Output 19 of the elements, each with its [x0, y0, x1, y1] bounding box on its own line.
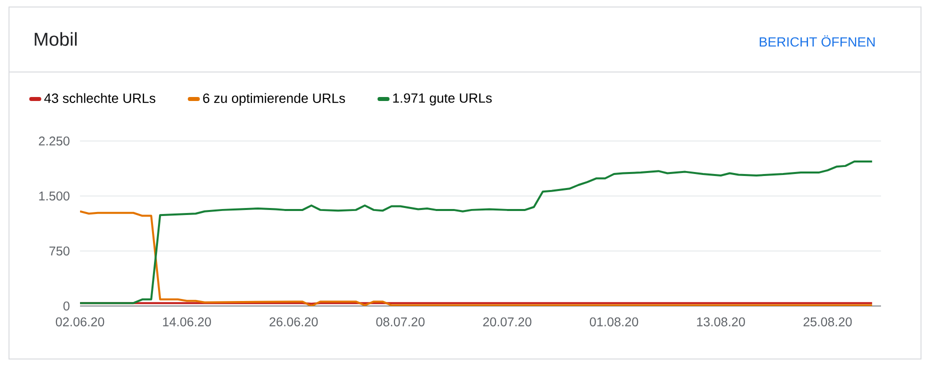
x-tick-label: 02.06.20 — [56, 317, 104, 326]
x-tick-label: 01.08.20 — [590, 317, 638, 326]
y-tick-label: 1.500 — [39, 192, 70, 200]
text: BERICHT ÖFFNEN — [760, 35, 875, 47]
legend-label: 43 schlechte URLs — [44, 93, 156, 103]
y-tick-label: 750 — [49, 246, 70, 256]
legend-label: 1.971 gute URLs — [393, 93, 492, 106]
x-tick-label: 20.07.20 — [483, 317, 532, 326]
line-series — [80, 210, 874, 306]
line-series — [80, 160, 874, 304]
x-tick-label: 14.06.20 — [163, 317, 211, 326]
x-tick-label: 13.08.20 — [697, 317, 745, 326]
y-tick-label: 2.250 — [38, 136, 70, 146]
x-tick-label: 08.07.20 — [376, 317, 425, 326]
y-tick-label: 0 — [63, 302, 70, 310]
x-tick-label: 26.06.20 — [270, 317, 318, 326]
x-tick-label: 25.08.20 — [804, 317, 852, 326]
chart-title: Mobil — [34, 32, 77, 46]
legend-label: 6 zu optimierende URLs — [203, 93, 346, 106]
